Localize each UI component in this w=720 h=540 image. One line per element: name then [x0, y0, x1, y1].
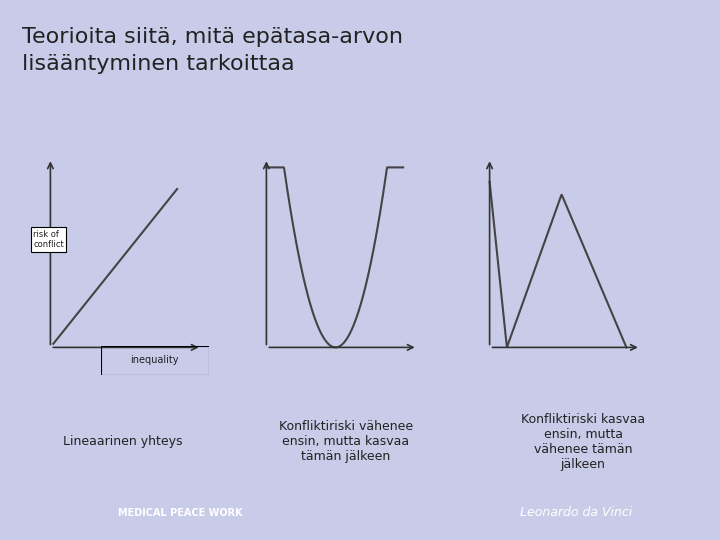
Text: Konfliktiriski kasvaa
ensin, mutta
vähenee tämän
jälkeen: Konfliktiriski kasvaa ensin, mutta vähen… [521, 413, 645, 471]
Text: risk of
conflict: risk of conflict [33, 230, 64, 249]
Text: Leonardo da Vinci: Leonardo da Vinci [520, 507, 632, 519]
Text: inequality: inequality [130, 355, 179, 366]
Text: Lineaarinen yhteys: Lineaarinen yhteys [63, 435, 182, 448]
Text: MEDICAL PEACE WORK: MEDICAL PEACE WORK [117, 508, 243, 518]
Text: Teorioita siitä, mitä epätasa-arvon
lisääntyminen tarkoittaa: Teorioita siitä, mitä epätasa-arvon lisä… [22, 27, 402, 73]
Text: Konfliktiriski vähenee
ensin, mutta kasvaa
tämän jälkeen: Konfliktiriski vähenee ensin, mutta kasv… [279, 420, 413, 463]
